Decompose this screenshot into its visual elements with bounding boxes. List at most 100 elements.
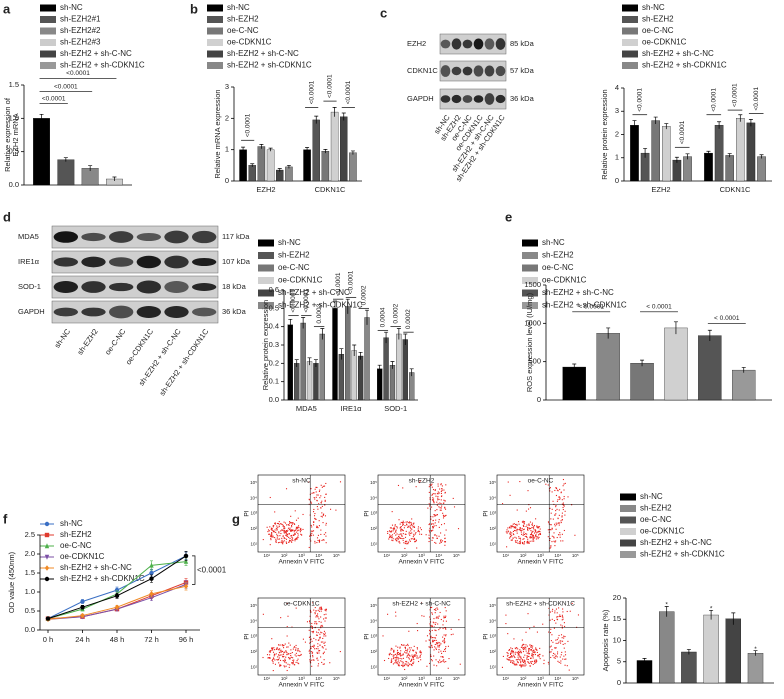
flow-event	[508, 657, 510, 659]
flow-event	[290, 529, 292, 531]
flow-event	[401, 658, 403, 660]
flow-event	[430, 516, 432, 518]
flow-event	[289, 644, 291, 646]
flow-event	[429, 484, 431, 486]
legend-swatch	[620, 516, 636, 524]
flow-event	[396, 540, 398, 542]
flow-event	[312, 602, 314, 604]
error-bar	[301, 317, 306, 329]
flow-event	[281, 542, 283, 544]
flow-event	[515, 648, 517, 650]
flow-event	[318, 540, 321, 543]
flow-event	[297, 658, 299, 660]
flow-event	[440, 661, 442, 663]
flow-event	[316, 623, 318, 625]
flow-event	[417, 528, 419, 530]
flow-event	[300, 653, 302, 656]
flow-event	[286, 542, 288, 544]
flow-event	[523, 525, 525, 527]
flow-x-tick: 10⁴	[315, 553, 322, 558]
flow-event	[512, 533, 515, 535]
flow-event	[325, 635, 327, 637]
flow-event	[574, 534, 576, 536]
flow-x-tick: 10¹	[263, 676, 270, 681]
flow-event	[291, 522, 293, 524]
flow-event	[308, 650, 310, 652]
flow-event	[283, 537, 285, 539]
flow-event	[518, 537, 520, 539]
y-tick-label: 0.0	[25, 625, 35, 634]
flow-event	[423, 615, 425, 617]
bar	[332, 308, 338, 401]
flow-event	[411, 658, 413, 660]
flow-event	[430, 484, 432, 486]
flow-event	[513, 664, 515, 666]
flow-event	[443, 641, 445, 643]
flow-event	[426, 665, 428, 667]
legend-swatch	[522, 264, 538, 272]
flow-event	[274, 511, 276, 513]
error-bar	[277, 168, 282, 172]
flow-event	[519, 529, 522, 531]
flow-event	[562, 618, 564, 620]
flow-event	[314, 513, 316, 515]
flow-event	[443, 640, 445, 642]
flow-event	[286, 533, 288, 535]
blot-band	[136, 255, 162, 269]
flow-event	[433, 640, 435, 642]
flow-plot	[377, 474, 466, 553]
flow-event	[275, 541, 277, 543]
flow-event	[419, 656, 421, 658]
y-tick-label: 0	[537, 395, 541, 404]
flow-event	[532, 645, 534, 647]
flow-event	[428, 523, 430, 526]
flow-event	[436, 643, 438, 645]
flow-event	[427, 507, 429, 509]
flow-event	[403, 521, 405, 524]
flow-event	[443, 523, 445, 525]
flow-event	[515, 537, 517, 539]
flow-event	[310, 530, 313, 532]
flow-event	[295, 661, 297, 664]
legend-swatch	[620, 539, 636, 547]
flow-event	[313, 609, 315, 611]
flow-event	[310, 535, 312, 537]
flow-event	[524, 665, 526, 667]
legend-swatch	[258, 239, 274, 247]
flow-event	[519, 481, 521, 483]
flow-event	[442, 627, 444, 630]
flow-y-tick: 10¹	[370, 664, 377, 669]
flow-event	[533, 537, 535, 539]
flow-event	[293, 646, 295, 648]
flow-event	[435, 609, 437, 611]
flow-event	[440, 539, 442, 541]
flow-event	[430, 529, 432, 532]
flow-event	[294, 654, 296, 656]
flow-event	[316, 634, 318, 636]
flow-event	[276, 522, 278, 525]
y-tick-label: 0.5	[9, 147, 19, 156]
flow-event	[444, 627, 446, 629]
flow-event	[555, 540, 557, 542]
flow-event	[287, 524, 289, 526]
blot-size: 18 kDa	[222, 282, 247, 291]
flow-event	[435, 648, 437, 650]
flow-event	[298, 525, 300, 527]
flow-event	[440, 509, 442, 511]
flow-event	[433, 618, 435, 620]
flow-event	[564, 664, 566, 666]
flow-event	[519, 529, 521, 531]
flow-event	[405, 530, 407, 532]
flow-event	[531, 535, 533, 537]
flow-event	[400, 529, 402, 531]
flow-event	[439, 661, 441, 663]
flow-event	[555, 647, 557, 649]
flow-event	[521, 664, 523, 666]
flow-event	[297, 527, 299, 529]
flow-event	[431, 483, 433, 485]
flow-event	[317, 659, 319, 661]
flow-event	[542, 655, 544, 657]
flow-event	[444, 616, 447, 618]
flow-event	[519, 651, 521, 653]
flow-event	[428, 537, 430, 539]
